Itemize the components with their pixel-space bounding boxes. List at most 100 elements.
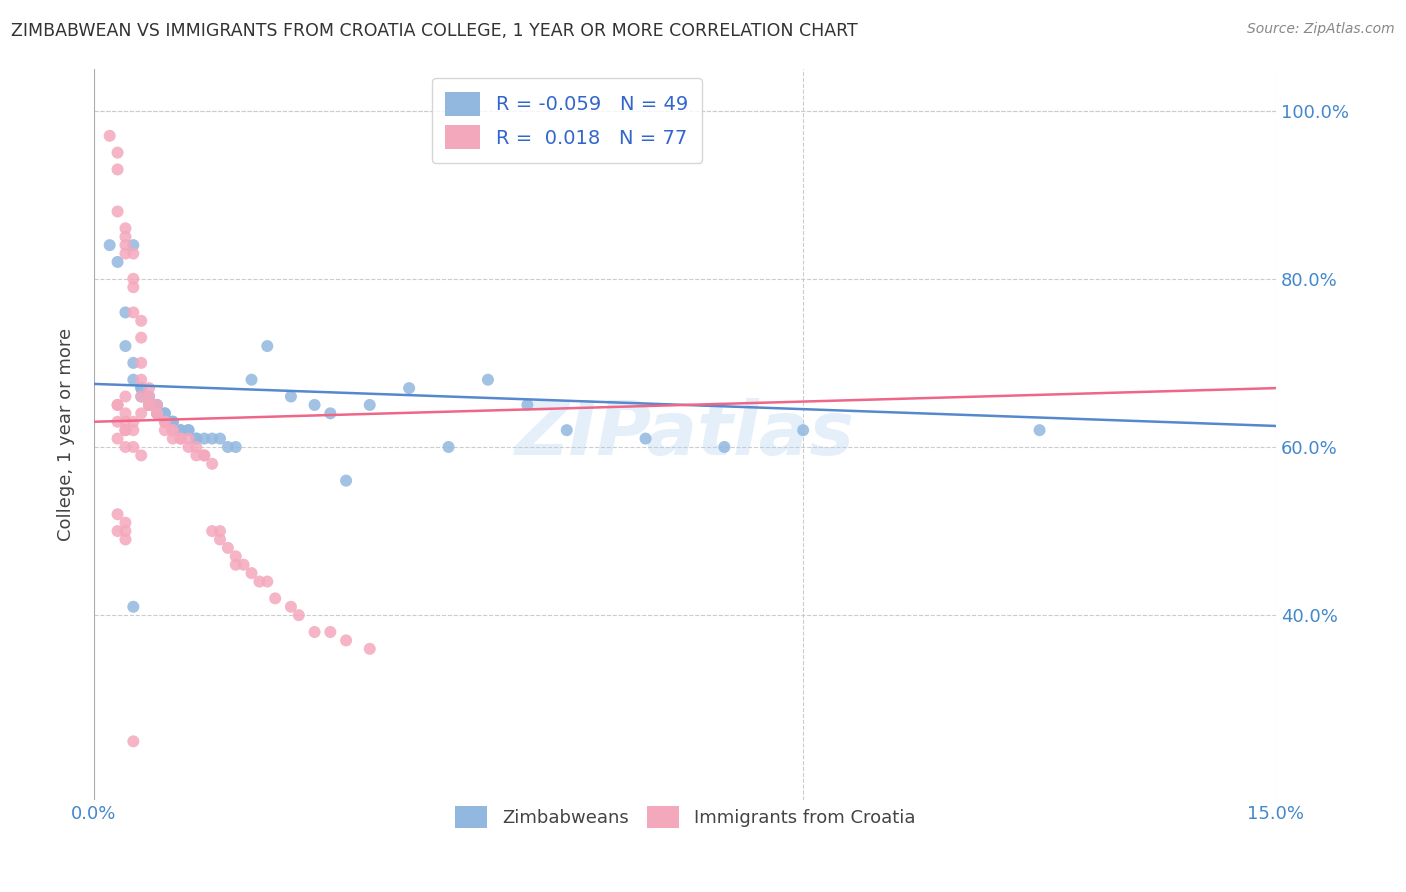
Point xyxy=(555,423,578,437)
Point xyxy=(122,305,145,319)
Legend: Zimbabweans, Immigrants from Croatia: Zimbabweans, Immigrants from Croatia xyxy=(447,798,922,835)
Point xyxy=(114,229,136,244)
Point xyxy=(208,524,231,538)
Point xyxy=(288,608,311,623)
Point xyxy=(256,574,278,589)
Point xyxy=(107,398,129,412)
Point xyxy=(114,440,136,454)
Point xyxy=(146,398,169,412)
Point xyxy=(335,474,357,488)
Point xyxy=(162,423,184,437)
Point xyxy=(146,406,169,420)
Point xyxy=(193,449,215,463)
Point xyxy=(225,440,247,454)
Point xyxy=(129,390,152,404)
Point xyxy=(98,238,121,252)
Point xyxy=(208,533,231,547)
Point xyxy=(122,356,145,370)
Point xyxy=(240,566,263,581)
Point xyxy=(129,331,152,345)
Point xyxy=(1028,423,1050,437)
Point xyxy=(169,423,191,437)
Point xyxy=(359,398,381,412)
Point xyxy=(319,406,342,420)
Point xyxy=(516,398,538,412)
Point xyxy=(335,633,357,648)
Point xyxy=(138,390,160,404)
Point xyxy=(146,398,169,412)
Point xyxy=(129,314,152,328)
Point xyxy=(122,238,145,252)
Point xyxy=(146,406,169,420)
Point xyxy=(129,390,152,404)
Point xyxy=(186,432,208,446)
Point xyxy=(162,415,184,429)
Point xyxy=(208,432,231,446)
Point xyxy=(240,373,263,387)
Point xyxy=(713,440,735,454)
Point xyxy=(107,204,129,219)
Point xyxy=(186,449,208,463)
Y-axis label: College, 1 year or more: College, 1 year or more xyxy=(58,327,75,541)
Point xyxy=(153,406,176,420)
Point xyxy=(201,432,224,446)
Point xyxy=(138,381,160,395)
Point xyxy=(437,440,460,454)
Point xyxy=(201,524,224,538)
Point xyxy=(146,398,169,412)
Text: ZIMBABWEAN VS IMMIGRANTS FROM CROATIA COLLEGE, 1 YEAR OR MORE CORRELATION CHART: ZIMBABWEAN VS IMMIGRANTS FROM CROATIA CO… xyxy=(11,22,858,40)
Point xyxy=(201,457,224,471)
Point xyxy=(122,440,145,454)
Point xyxy=(153,423,176,437)
Point xyxy=(107,508,129,522)
Point xyxy=(249,574,271,589)
Point xyxy=(169,423,191,437)
Point xyxy=(107,145,129,160)
Point xyxy=(114,221,136,235)
Point xyxy=(114,238,136,252)
Point xyxy=(114,390,136,404)
Point xyxy=(122,373,145,387)
Point xyxy=(114,415,136,429)
Point xyxy=(138,398,160,412)
Point xyxy=(792,423,814,437)
Point xyxy=(122,423,145,437)
Point xyxy=(225,549,247,564)
Point xyxy=(162,423,184,437)
Point xyxy=(280,390,302,404)
Point xyxy=(177,440,200,454)
Point xyxy=(107,398,129,412)
Point xyxy=(114,305,136,319)
Point xyxy=(129,406,152,420)
Point xyxy=(217,440,239,454)
Point xyxy=(177,423,200,437)
Point xyxy=(114,524,136,538)
Point xyxy=(138,398,160,412)
Point xyxy=(398,381,420,395)
Point xyxy=(264,591,287,606)
Point xyxy=(138,398,160,412)
Point xyxy=(107,432,129,446)
Point xyxy=(256,339,278,353)
Point xyxy=(114,406,136,420)
Point xyxy=(162,432,184,446)
Point xyxy=(122,734,145,748)
Point xyxy=(186,440,208,454)
Point xyxy=(122,272,145,286)
Point xyxy=(153,415,176,429)
Point xyxy=(153,415,176,429)
Point xyxy=(129,381,152,395)
Point xyxy=(193,449,215,463)
Point xyxy=(107,255,129,269)
Point xyxy=(107,162,129,177)
Point xyxy=(177,432,200,446)
Point xyxy=(186,432,208,446)
Point xyxy=(138,398,160,412)
Point xyxy=(304,625,326,640)
Point xyxy=(280,599,302,614)
Point xyxy=(129,381,152,395)
Point xyxy=(169,432,191,446)
Point xyxy=(122,599,145,614)
Text: Source: ZipAtlas.com: Source: ZipAtlas.com xyxy=(1247,22,1395,37)
Point xyxy=(153,406,176,420)
